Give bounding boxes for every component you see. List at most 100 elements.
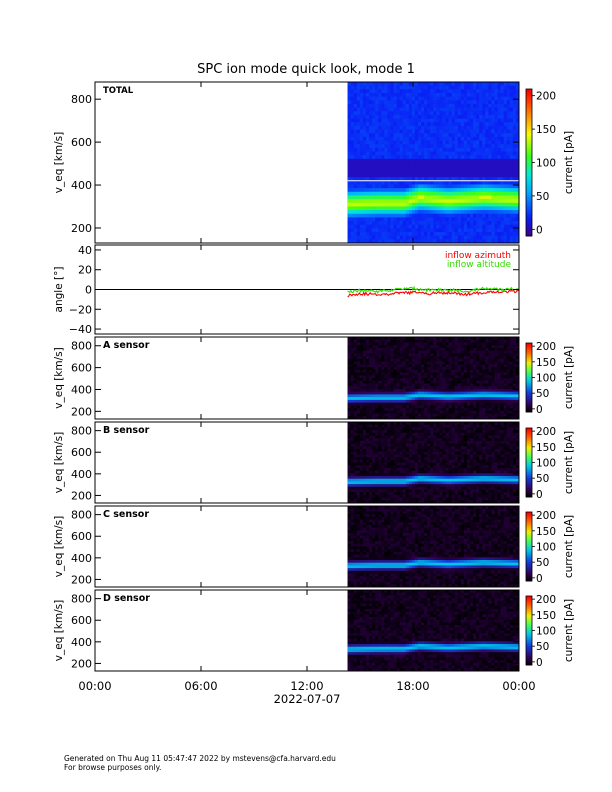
spectrogram-cell (375, 133, 379, 138)
spectrogram-cell (347, 173, 352, 178)
spectrogram-cell (405, 140, 410, 145)
spectrogram-cell (497, 177, 502, 182)
spectrogram-cell (491, 177, 495, 182)
spectrogram-cell (399, 111, 404, 116)
spectrogram-cell (372, 82, 376, 87)
spectrogram-cell (405, 408, 410, 412)
spectrogram-cell (466, 232, 471, 237)
spectrogram-cell (369, 162, 373, 167)
spectrogram-cell (497, 166, 502, 171)
spectrogram-cell (381, 173, 385, 178)
spectrogram-cell (488, 339, 492, 343)
spectrogram-cell (356, 136, 361, 141)
spectrogram-cell (405, 206, 410, 211)
spectrogram-cell (387, 96, 391, 101)
spectrogram-cell (460, 147, 465, 152)
spectrogram-cell (381, 388, 385, 393)
spectrogram-cell (421, 383, 425, 387)
colorbar-segment (526, 401, 532, 404)
spectrogram-cell (497, 386, 502, 390)
spectrogram-cell (466, 155, 471, 160)
spectrogram-cell (473, 413, 477, 417)
spectrogram-cell (378, 422, 382, 426)
spectrogram-cell (387, 369, 391, 373)
spectrogram-cell (506, 107, 511, 112)
spectrogram-cell (347, 342, 352, 346)
spectrogram-cell (408, 89, 413, 94)
spectrogram-cell (479, 367, 483, 371)
spectrogram-cell (482, 173, 486, 178)
spectrogram-cell (378, 397, 382, 401)
spectrogram-cell (466, 375, 471, 379)
spectrogram-cell (369, 486, 373, 490)
spectrogram-cell (402, 103, 407, 109)
spectrogram-cell (466, 361, 471, 365)
spectrogram-cell (418, 235, 422, 240)
spectrogram-cell (430, 162, 434, 167)
spectrogram-cell (439, 199, 443, 204)
spectrogram-cell (372, 380, 376, 384)
spectrogram-cell (356, 188, 361, 193)
spectrogram-cell (457, 235, 462, 240)
spectrogram-cell (393, 89, 397, 94)
spectrogram-cell (384, 408, 388, 412)
spectrogram-cell (503, 103, 508, 109)
spectrogram-cell (408, 446, 413, 450)
spectrogram-cell (393, 353, 397, 357)
spectrogram-cell (485, 408, 489, 412)
spectrogram-cell (365, 391, 370, 395)
spectrogram-cell (488, 151, 492, 156)
spectrogram-cell (399, 235, 404, 240)
spectrogram-cell (503, 369, 508, 373)
spectrogram-cell (442, 217, 446, 222)
spectrogram-cell (448, 129, 453, 134)
spectrogram-cell (448, 367, 453, 371)
spectrogram-cell (466, 85, 471, 90)
spectrogram-cell (509, 114, 514, 119)
spectrogram-cell (372, 497, 376, 501)
spectrogram-cell (463, 136, 468, 141)
spectrogram-cell (356, 416, 361, 420)
spectrogram-cell (491, 133, 495, 138)
spectrogram-cell (356, 122, 361, 127)
colorbar-segment (526, 140, 532, 144)
spectrogram-cell (482, 386, 486, 390)
spectrogram-cell (433, 202, 437, 207)
spectrogram-cell (448, 107, 453, 112)
spectrogram-cell (433, 144, 437, 149)
spectrogram-cell (359, 125, 364, 130)
spectrogram-cell (393, 125, 397, 130)
spectrogram-cell (476, 180, 480, 185)
spectrogram-cell (378, 459, 382, 463)
spectrogram-cell (390, 107, 394, 112)
spectrogram-cell (500, 380, 505, 384)
spectrogram-cell (497, 92, 502, 98)
spectrogram-cell (512, 413, 517, 417)
spectrogram-cell (387, 210, 391, 215)
spectrogram-cell (405, 162, 410, 167)
spectrogram-cell (466, 114, 471, 119)
spectrogram-cell (405, 169, 410, 174)
spectrogram-cell (402, 337, 407, 341)
spectrogram-cell (387, 221, 391, 226)
spectrogram-cell (421, 210, 425, 215)
spectrogram-cell (479, 195, 483, 200)
spectrogram-cell (356, 228, 361, 233)
spectrogram-cell (402, 391, 407, 395)
spectrogram-cell (479, 405, 483, 409)
spectrogram-cell (390, 166, 394, 171)
spectrogram-cell (396, 129, 401, 134)
spectrogram-cell (427, 100, 431, 105)
spectrogram-cell (491, 337, 495, 341)
spectrogram-cell (454, 206, 459, 211)
spectrogram-cell (347, 103, 352, 109)
spectrogram-cell (350, 405, 355, 409)
spectrogram-cell (457, 358, 462, 362)
spectrogram-cell (439, 337, 443, 341)
spectrogram-cell (418, 221, 422, 226)
spectrogram-cell (476, 397, 480, 401)
spectrogram-cell (454, 394, 459, 398)
spectrogram-cell (365, 410, 370, 414)
spectrogram-cell (470, 125, 474, 130)
spectrogram-cell (433, 361, 437, 365)
